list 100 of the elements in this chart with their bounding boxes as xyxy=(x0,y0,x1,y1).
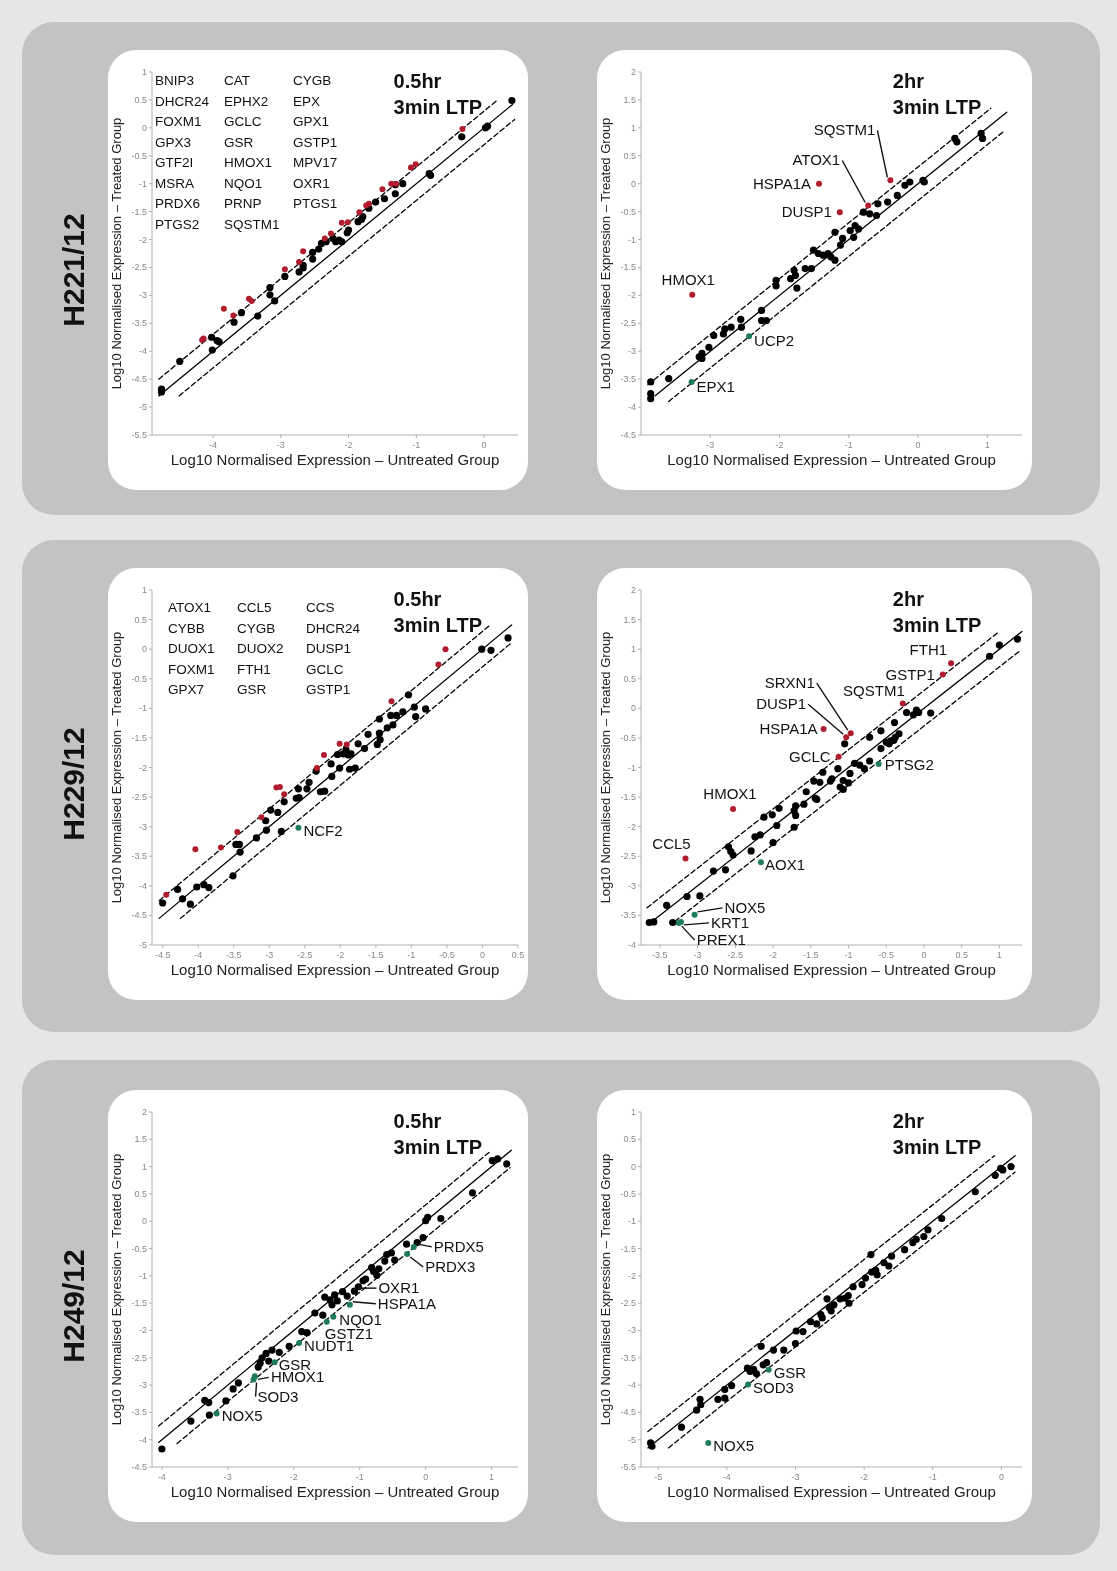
x-tick-label: -1 xyxy=(355,1472,364,1482)
annotation: PRDX5 xyxy=(433,1237,484,1255)
y-axis-title: Log10 Normalised Expression – Treated Group xyxy=(598,1153,613,1426)
annotation: FTH1 xyxy=(237,661,271,677)
y-tick-label: -0.5 xyxy=(620,1188,636,1199)
annotation: FOXM1 xyxy=(168,661,215,677)
y-tick-label: -3 xyxy=(138,290,147,301)
annotation: ATOX1 xyxy=(168,600,212,615)
x-tick-label: -3.5 xyxy=(225,950,242,960)
y-tick-label: -2.5 xyxy=(620,851,636,862)
y-tick-label: -2.5 xyxy=(131,1352,147,1363)
y-tick-label: 0.5 xyxy=(623,150,636,161)
annotation: SOD3 xyxy=(753,1378,794,1396)
x-tick-label: 1 xyxy=(996,950,1002,960)
y-tick-label: -3.5 xyxy=(620,910,636,921)
y-tick-label: -3.5 xyxy=(620,374,636,385)
y-tick-label: -2 xyxy=(138,234,147,245)
annotation: HMOX1 xyxy=(224,155,273,170)
y-tick-label: -1 xyxy=(627,1216,636,1227)
annotation: HMOX1 xyxy=(661,270,715,288)
x-tick-label: -3.5 xyxy=(652,950,668,960)
chart-title: 2hr xyxy=(892,588,925,610)
text: H221/12 xyxy=(57,213,90,327)
chart-title: 2hr xyxy=(892,1110,925,1132)
y-tick-label: -3 xyxy=(627,880,636,891)
x-tick-label: 0.5 xyxy=(955,950,968,960)
annotation: HSPA1A xyxy=(752,174,812,192)
x-tick-label: -3 xyxy=(265,950,274,960)
annotation: PRDX3 xyxy=(425,1258,476,1275)
annotation: CYGB xyxy=(237,620,276,636)
annotation: SQSTM1 xyxy=(813,121,876,139)
x-tick-label: -4 xyxy=(194,950,203,960)
annotation: ATOX1 xyxy=(792,151,841,169)
x-tick-label: -3 xyxy=(276,440,285,450)
x-tick-label: 1 xyxy=(984,440,990,450)
y-tick-label: -4 xyxy=(627,1380,636,1391)
y-tick-label: -4 xyxy=(627,940,636,950)
annotation: GSTP1 xyxy=(306,682,351,697)
annotation: EPHX2 xyxy=(224,93,269,109)
y-tick-label: -2 xyxy=(627,290,636,301)
y-tick-label: -0.5 xyxy=(620,732,636,743)
y-tick-label: -1.5 xyxy=(620,262,636,273)
y-tick-label: -1.5 xyxy=(620,792,636,803)
x-tick-label: -2 xyxy=(336,950,345,960)
y-tick-label: -1 xyxy=(138,1270,147,1281)
annotation: OXR1 xyxy=(378,1279,420,1297)
annotation: SOD3 xyxy=(257,1387,299,1405)
y-tick-label: 1.5 xyxy=(134,1134,147,1145)
y-tick-label: -1 xyxy=(138,703,147,714)
x-tick-label: -2 xyxy=(344,440,353,450)
annotation: GCLC xyxy=(788,747,831,765)
annotation: SRXN1 xyxy=(764,674,815,692)
annotation: AOX1 xyxy=(764,856,805,874)
text: 3min LTP xyxy=(892,614,982,636)
y-tick-label: -4 xyxy=(138,880,147,891)
x-axis-title: Log10 Normalised Expression – Untreated Group xyxy=(667,961,996,978)
y-tick-label: -3.5 xyxy=(131,318,147,329)
x-tick-label: -2.5 xyxy=(727,950,744,960)
text: 3min LTP xyxy=(393,1136,483,1158)
y-tick-label: 0.5 xyxy=(134,1188,147,1199)
x-tick-label: -1 xyxy=(844,440,853,450)
y-tick-label: 1 xyxy=(630,644,636,655)
annotation: CYBB xyxy=(168,620,205,636)
y-tick-label: -2 xyxy=(138,762,147,773)
annotation: NOX5 xyxy=(221,1407,263,1425)
x-tick-label: -1 xyxy=(407,950,416,960)
annotation: HSPA1A xyxy=(377,1294,436,1312)
annotation: GCLC xyxy=(306,661,344,677)
y-tick-label: 2 xyxy=(630,67,636,77)
y-tick-label: 0 xyxy=(630,703,636,714)
annotation: GPX7 xyxy=(168,682,205,697)
x-tick-label: -0.5 xyxy=(878,950,894,960)
y-tick-label: 1 xyxy=(630,122,636,133)
annotation: DHCR24 xyxy=(306,620,361,636)
annotation: NCF2 xyxy=(303,821,343,839)
annotation: DUSP1 xyxy=(781,203,832,221)
annotation: MPV17 xyxy=(293,155,338,170)
annotation: DUOX1 xyxy=(168,641,215,656)
x-tick-label: -2 xyxy=(289,1472,298,1482)
annotation: PTSG2 xyxy=(884,755,934,773)
y-tick-label: -5 xyxy=(138,402,147,413)
y-tick-label: 2 xyxy=(630,585,636,595)
y-axis-title: Log10 Normalised Expression – Treated Group xyxy=(109,117,124,390)
annotation: KRT1 xyxy=(710,913,750,931)
annotation: BNIP3 xyxy=(155,73,195,88)
y-tick-label: 1.5 xyxy=(623,614,636,625)
y-tick-label: -5.5 xyxy=(620,1462,636,1472)
annotation: DUOX2 xyxy=(237,641,284,656)
y-tick-label: -0.5 xyxy=(131,150,147,161)
x-axis-title: Log10 Normalised Expression – Untreated Group xyxy=(170,961,500,978)
annotation: DUSP1 xyxy=(306,641,352,656)
annotation: GPX3 xyxy=(155,134,192,150)
annotation: CAT xyxy=(224,73,250,88)
x-tick-label: 1 xyxy=(489,1472,495,1482)
text: 3min LTP xyxy=(393,96,483,118)
annotation: GSTP1 xyxy=(885,665,935,683)
annotation: PRNP xyxy=(224,196,262,211)
y-tick-label: -3 xyxy=(138,821,147,832)
annotation: GSR xyxy=(224,134,254,150)
x-axis-title: Log10 Normalised Expression – Untreated Group xyxy=(667,1483,996,1500)
